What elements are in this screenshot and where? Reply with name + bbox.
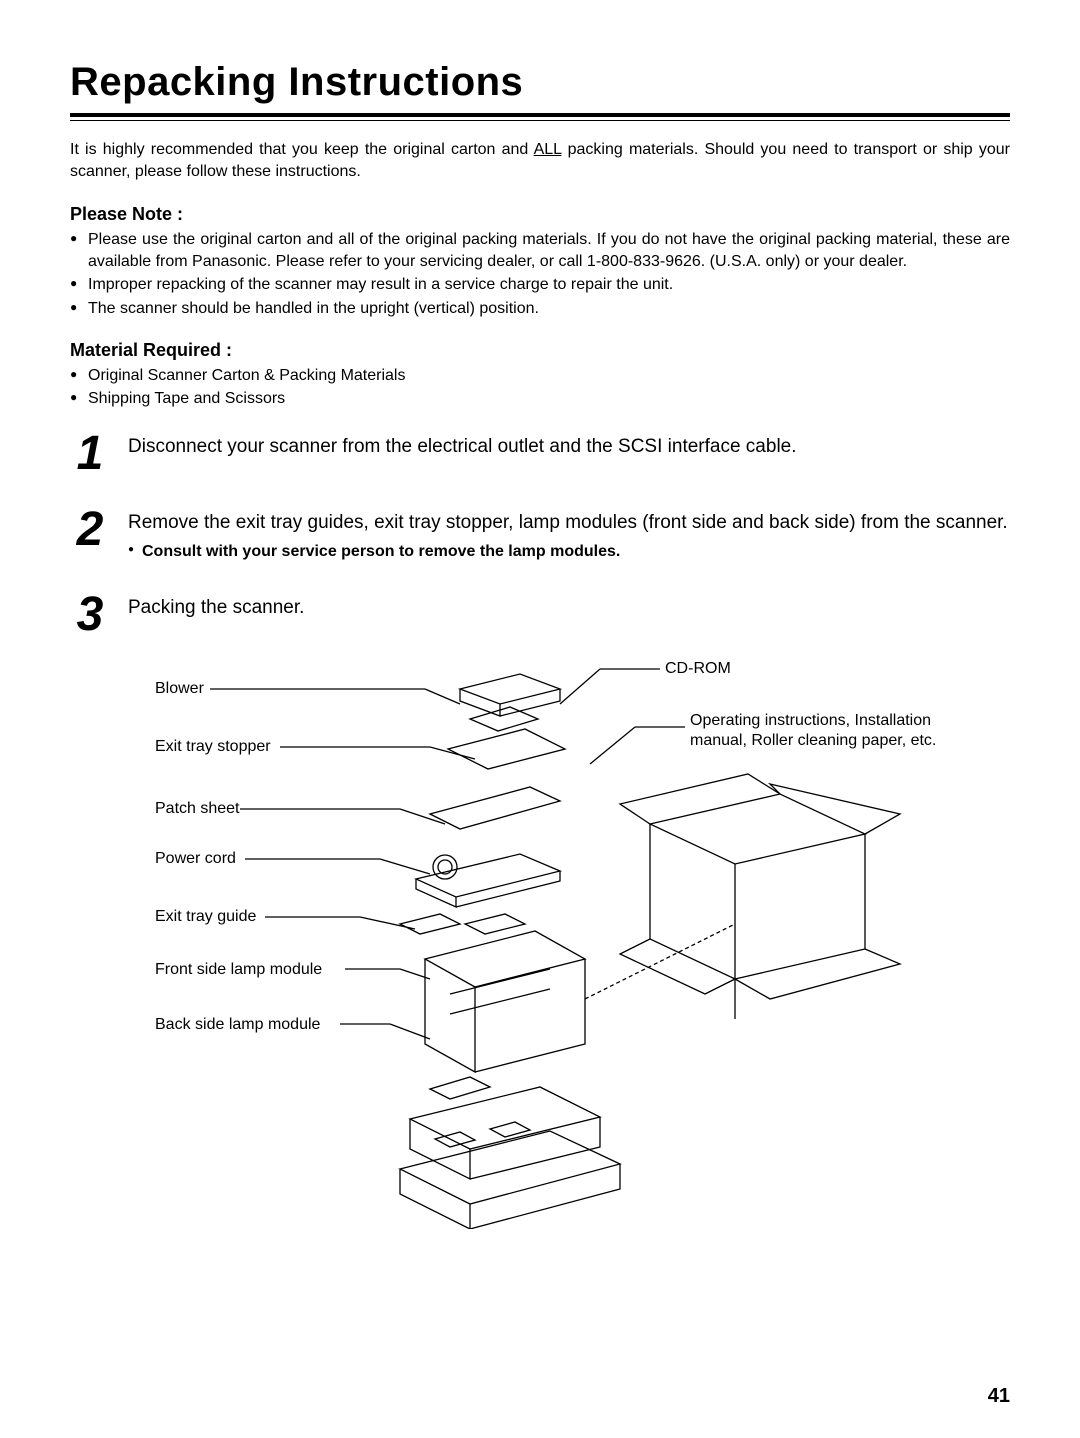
note-item: Please use the original carton and all o… [70, 229, 1010, 272]
page-number: 41 [988, 1385, 1010, 1408]
label-exit-tray-guide: Exit tray guide [155, 907, 256, 927]
step-1: 1 Disconnect your scanner from the elect… [70, 430, 1010, 478]
title-rule [70, 113, 1010, 121]
intro-text-a: It is highly recommended that you keep t… [70, 141, 534, 158]
steps-container: 1 Disconnect your scanner from the elect… [70, 430, 1010, 1229]
please-note-heading: Please Note : [70, 204, 1010, 225]
step-3: 3 Packing the scanner. [70, 591, 1010, 639]
label-cdrom: CD-ROM [665, 659, 731, 679]
material-item: Original Scanner Carton & Packing Materi… [70, 365, 1010, 387]
page-title: Repacking Instructions [70, 60, 1010, 105]
label-back-lamp: Back side lamp module [155, 1015, 320, 1035]
material-item: Shipping Tape and Scissors [70, 388, 1010, 410]
label-patch-sheet: Patch sheet [155, 799, 240, 819]
step-2-body: Remove the exit tray guides, exit tray s… [128, 506, 1010, 563]
label-power-cord: Power cord [155, 849, 236, 869]
step-number-2: 2 [70, 506, 110, 554]
material-required-heading: Material Required : [70, 340, 1010, 361]
please-note-list: Please use the original carton and all o… [70, 229, 1010, 319]
label-blower: Blower [155, 679, 204, 699]
step-2-text: Remove the exit tray guides, exit tray s… [128, 510, 1010, 536]
intro-paragraph: It is highly recommended that you keep t… [70, 139, 1010, 182]
intro-all-underline: ALL [534, 141, 562, 158]
step-number-1: 1 [70, 430, 110, 478]
note-item: The scanner should be handled in the upr… [70, 298, 1010, 320]
label-manuals: Operating instructions, Installation man… [690, 711, 950, 751]
label-front-lamp: Front side lamp module [155, 960, 322, 980]
step-2: 2 Remove the exit tray guides, exit tray… [70, 506, 1010, 563]
label-exit-tray-stopper: Exit tray stopper [155, 737, 271, 757]
material-required-list: Original Scanner Carton & Packing Materi… [70, 365, 1010, 410]
packing-diagram: Blower Exit tray stopper Patch sheet Pow… [130, 649, 950, 1229]
note-item: Improper repacking of the scanner may re… [70, 274, 1010, 296]
step-2-subnote: Consult with your service person to remo… [128, 541, 1010, 563]
step-3-text: Packing the scanner. [128, 591, 1010, 621]
step-number-3: 3 [70, 591, 110, 639]
step-1-text: Disconnect your scanner from the electri… [128, 430, 1010, 460]
